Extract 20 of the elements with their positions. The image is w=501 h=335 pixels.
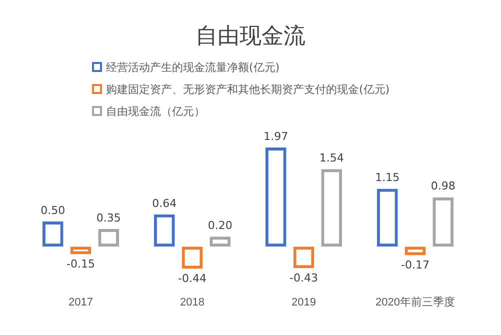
x-tick-label: 2017 bbox=[68, 296, 93, 308]
data-label: 0.20 bbox=[208, 218, 232, 232]
data-label: -0.15 bbox=[66, 258, 95, 271]
legend-label: 经营活动产生的现金流量净额(亿元) bbox=[106, 60, 280, 74]
chart-title: 自由现金流 bbox=[194, 23, 306, 51]
data-label: -0.43 bbox=[290, 272, 318, 285]
x-tick-label: 2018 bbox=[180, 296, 204, 308]
data-label: 0.64 bbox=[152, 196, 177, 210]
data-label: 1.97 bbox=[264, 130, 288, 143]
x-tick-label: 2019 bbox=[292, 296, 316, 308]
legend-label: 购建固定资产、无形资产和其他长期资产支付的现金(亿元) bbox=[106, 82, 390, 96]
data-label: 1.15 bbox=[375, 171, 400, 184]
x-tick-label: 2020年前三季度 bbox=[376, 295, 455, 308]
legend-label: 自由现金流（亿元） bbox=[106, 104, 205, 118]
data-label: 0.98 bbox=[430, 180, 456, 193]
data-label: -0.44 bbox=[178, 272, 206, 286]
data-label: 0.35 bbox=[96, 211, 121, 224]
data-label: 1.54 bbox=[319, 152, 344, 165]
data-label: -0.17 bbox=[401, 258, 430, 272]
data-label: 0.50 bbox=[40, 204, 66, 217]
